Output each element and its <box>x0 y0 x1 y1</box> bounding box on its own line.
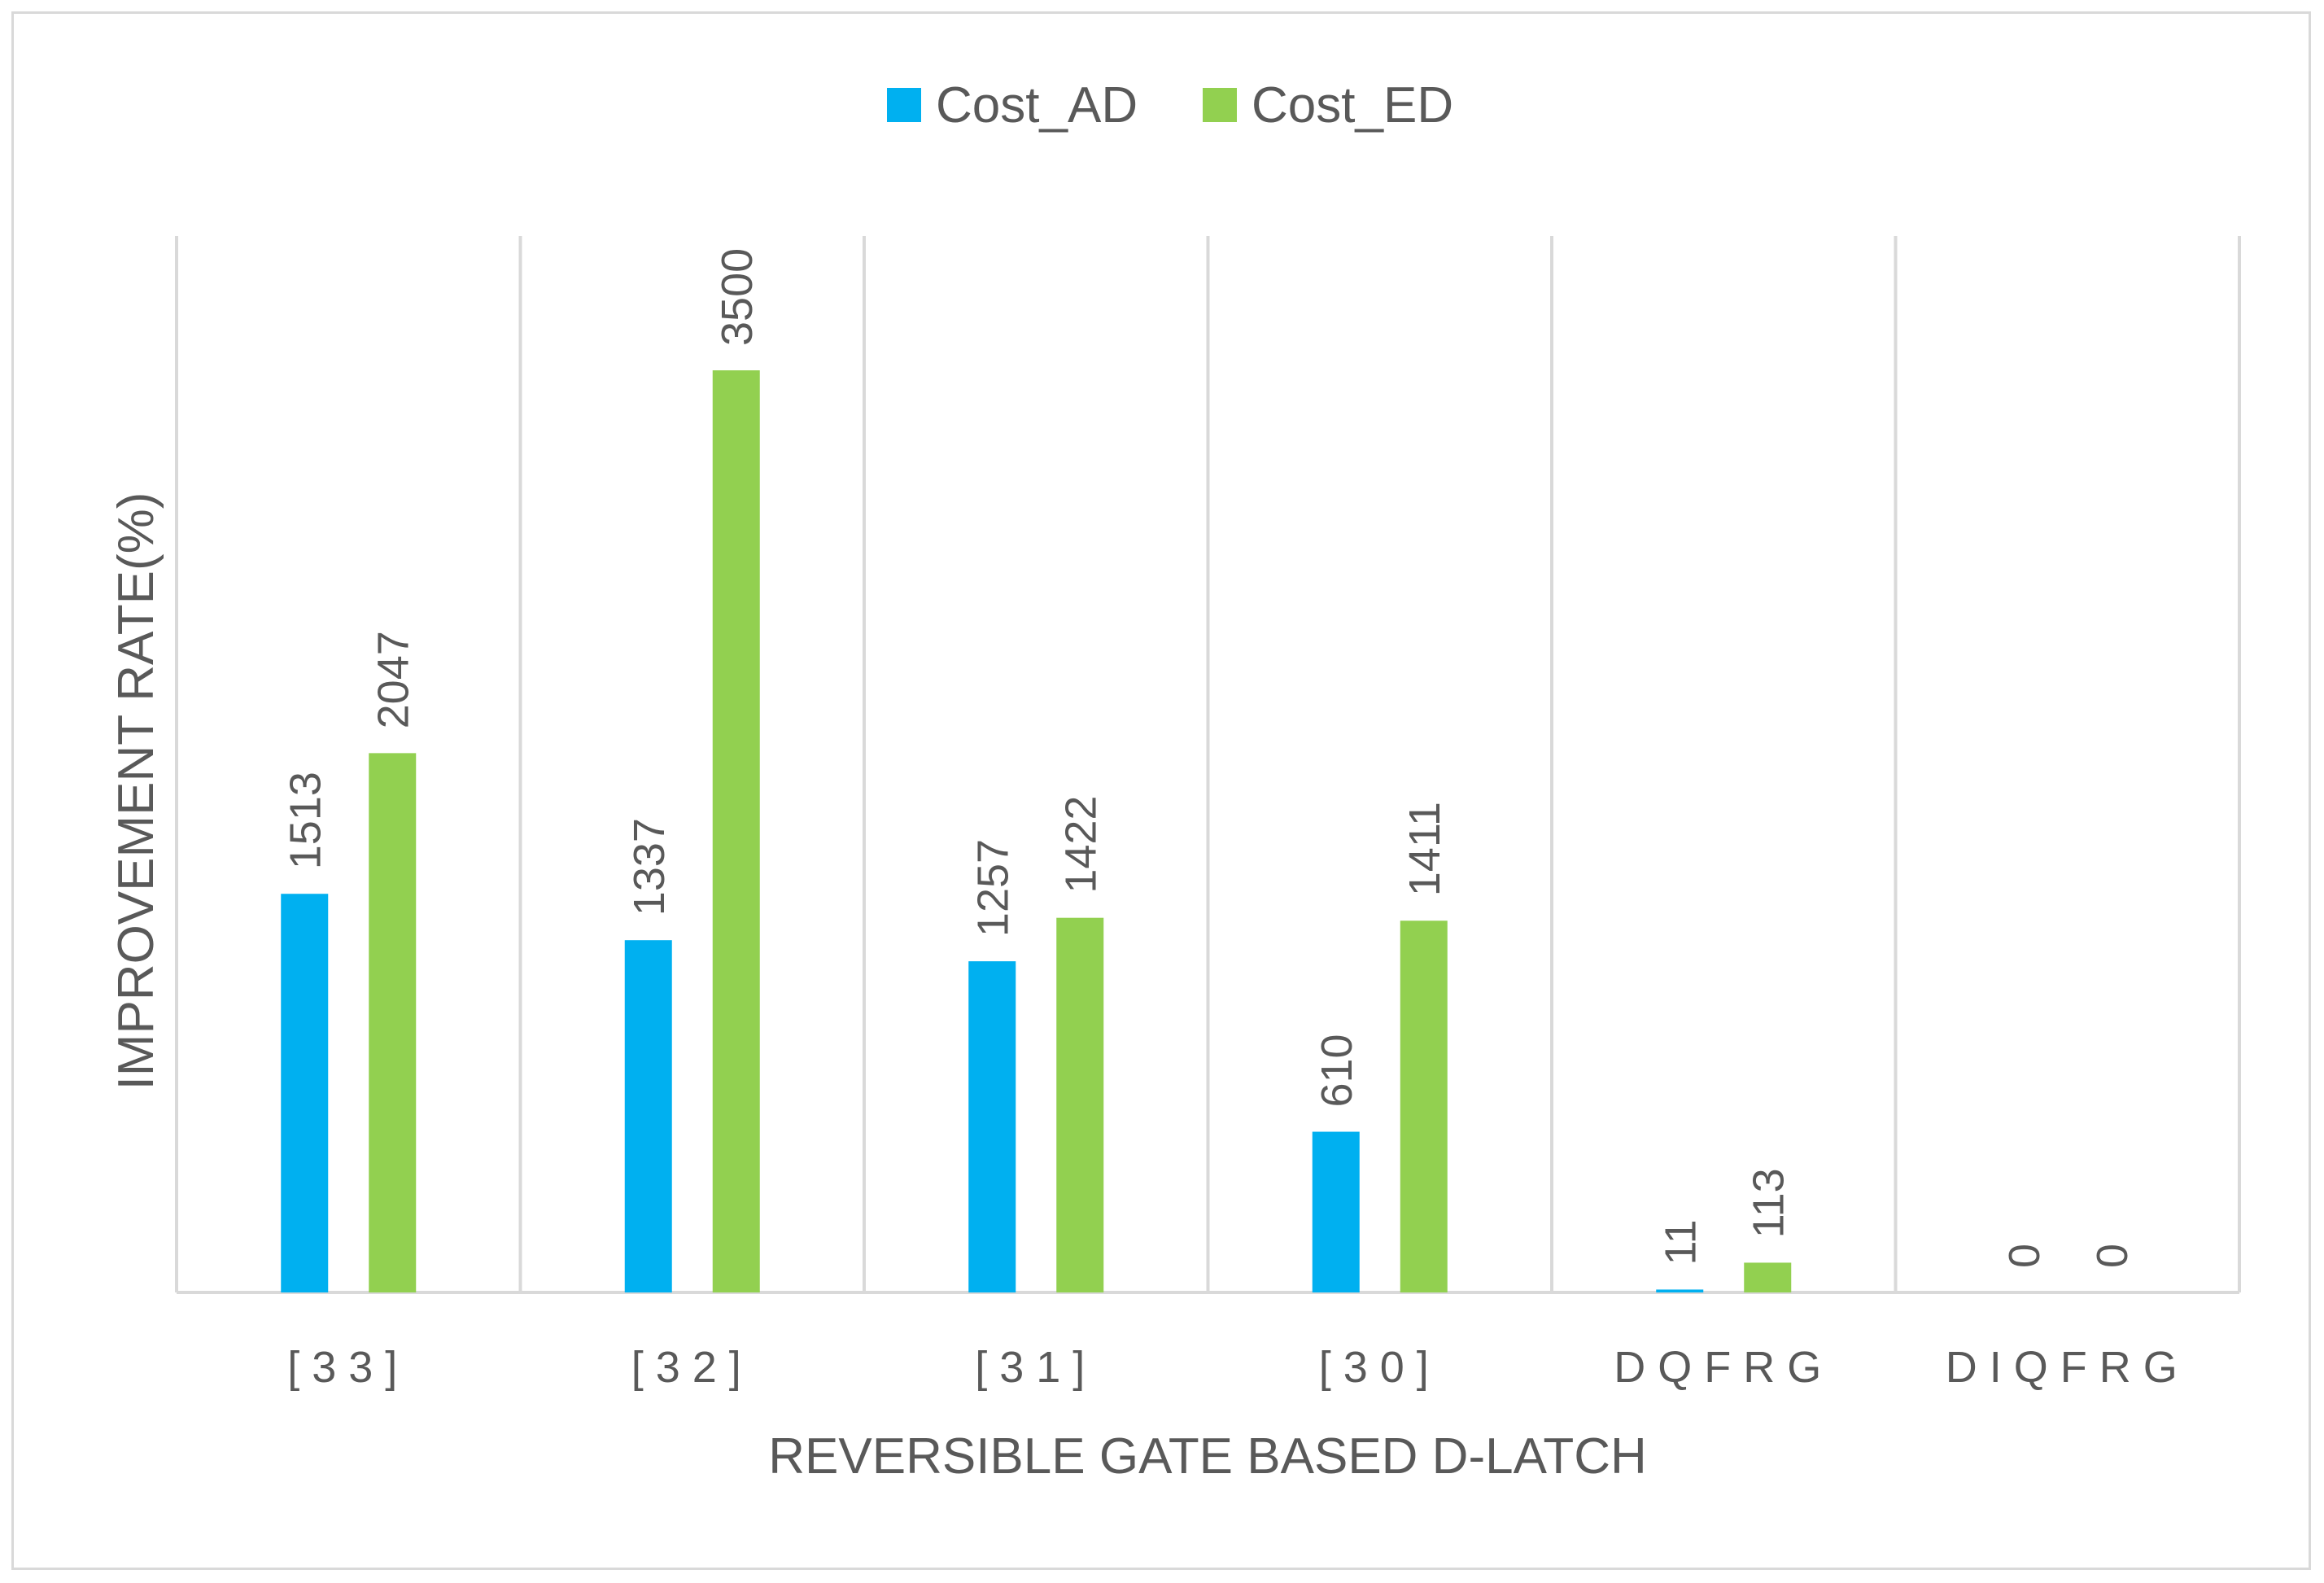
legend-label-cost-ad: Cost_AD <box>936 77 1138 133</box>
data-label-cost-ad-diqfrg: 0 <box>2000 1244 2049 1268</box>
bar-cost-ad-dqfrg <box>1656 1289 1704 1292</box>
bar-cost-ad-30 <box>1312 1131 1360 1292</box>
x-tick-dqfrg: DQFRG <box>1614 1343 1833 1392</box>
x-tick-32: [32] <box>631 1343 754 1392</box>
bar-cost-ed-32 <box>712 370 760 1292</box>
x-tick-30: [30] <box>1319 1343 1441 1392</box>
x-tick-33: [33] <box>287 1343 409 1392</box>
y-axis-title: IMPROVEMENT RATE(%) <box>108 492 164 1091</box>
legend-swatch-cost-ed <box>1203 88 1237 122</box>
gridlines <box>175 236 2241 1292</box>
x-tick-31: [31] <box>975 1343 1097 1392</box>
bar-cost-ad-31 <box>968 961 1016 1292</box>
legend-label-cost-ed: Cost_ED <box>1252 77 1453 133</box>
data-label-cost-ed-31: 1422 <box>1056 796 1105 894</box>
bars <box>281 370 1792 1292</box>
x-axis-title: REVERSIBLE GATE BASED D-LATCH <box>768 1428 1647 1485</box>
bar-cost-ed-dqfrg <box>1744 1262 1792 1292</box>
data-label-cost-ed-30: 1411 <box>1400 802 1449 896</box>
bar-cost-ed-31 <box>1056 917 1104 1292</box>
x-tick-labels: [33] [32] [31] [30] DQFRG DIQFRG <box>287 1343 2190 1392</box>
data-label-cost-ad-32: 1337 <box>625 818 674 916</box>
x-tick-diqfrg: DIQFRG <box>1946 1343 2190 1392</box>
bar-cost-ad-32 <box>624 940 672 1292</box>
data-label-cost-ed-diqfrg: 0 <box>2088 1244 2137 1268</box>
bar-cost-ed-33 <box>369 753 417 1292</box>
data-label-cost-ad-30: 610 <box>1313 1034 1361 1107</box>
data-label-cost-ed-dqfrg: 113 <box>1744 1168 1793 1238</box>
data-labels: 1513 2047 1337 3500 1257 1422 610 1411 11 113 0 0 <box>281 248 2137 1268</box>
data-label-cost-ed-32: 3500 <box>713 248 762 346</box>
bar-cost-ad-33 <box>281 894 329 1292</box>
data-label-cost-ad-33: 1513 <box>281 772 330 869</box>
legend-swatch-cost-ad <box>887 88 921 122</box>
data-label-cost-ad-31: 1257 <box>968 839 1017 937</box>
data-label-cost-ad-dqfrg: 11 <box>1656 1219 1705 1265</box>
bar-cost-ed-30 <box>1400 921 1448 1292</box>
legend: Cost_AD Cost_ED <box>887 77 1453 133</box>
data-label-cost-ed-33: 2047 <box>369 631 417 728</box>
